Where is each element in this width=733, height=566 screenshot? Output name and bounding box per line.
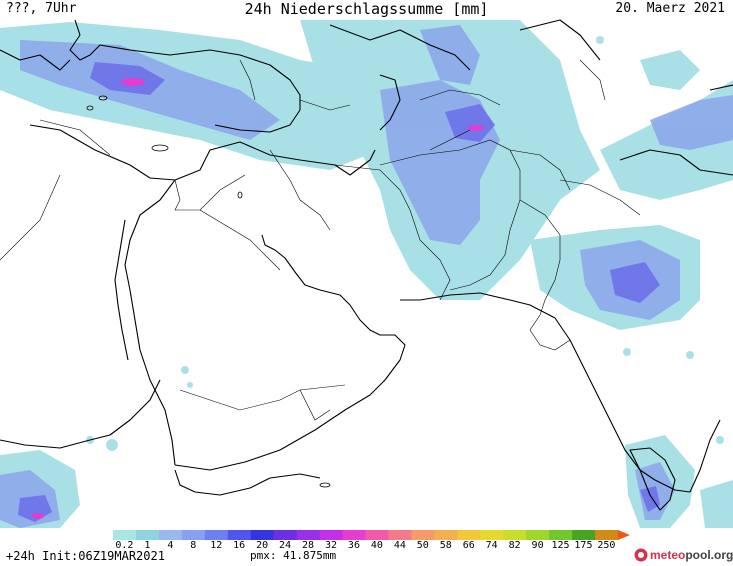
logo-text-meteo: meteo	[650, 548, 686, 562]
legend-swatch	[480, 530, 504, 540]
legend-tick-label: 8	[190, 540, 197, 551]
map-title: 24h Niederschlagssumme [mm]	[244, 0, 489, 18]
legend-tick-label: 175	[574, 540, 593, 551]
legend-tick-label: 40	[370, 540, 383, 551]
legend-tick-label: 250	[597, 540, 616, 551]
legend-tick-label: 32	[324, 540, 337, 551]
legend-tick-label: 4	[167, 540, 174, 551]
valid-date: 20. Maerz 2021	[615, 1, 725, 16]
legend-swatch	[595, 530, 619, 540]
borders	[0, 59, 641, 421]
legend-swatch	[388, 530, 412, 540]
legend-overflow-arrow	[618, 530, 630, 540]
precip-strong	[18, 62, 660, 522]
legend-swatch	[411, 530, 435, 540]
precipitation-legend-bar	[113, 530, 630, 540]
legend-tick-label: 90	[531, 540, 544, 551]
legend-swatch	[250, 530, 275, 540]
legend-tick-label: 44	[393, 540, 406, 551]
legend-swatch	[434, 530, 458, 540]
logo-text-pool: pool.org	[685, 548, 733, 562]
legend-tick-label: 58	[439, 540, 452, 551]
legend-tick-label: 28	[302, 540, 315, 551]
legend-tick-label: 0.2	[115, 540, 134, 551]
legend-tick-label: 12	[210, 540, 223, 551]
legend-swatch	[273, 530, 298, 540]
legend-tick-label: 36	[347, 540, 360, 551]
legend-swatch	[457, 530, 481, 540]
legend-swatch	[204, 530, 229, 540]
legend-swatch	[158, 530, 183, 540]
legend-swatch	[181, 530, 206, 540]
legend-swatch	[365, 530, 389, 540]
legend-swatch	[319, 530, 344, 540]
max-precip-label: pmx: 41.875mm	[250, 549, 337, 562]
init-time-label: +24h Init:06Z19MAR2021	[6, 549, 165, 563]
legend-tick-label: 20	[256, 540, 269, 551]
legend-swatch	[135, 530, 160, 540]
legend-swatch	[227, 530, 252, 540]
legend-tick-label: 125	[551, 540, 570, 551]
legend-swatch	[549, 530, 573, 540]
legend-swatch	[503, 530, 527, 540]
precipitation-map	[0, 19, 733, 528]
legend-tick-label: 82	[508, 540, 521, 551]
run-label: ???, 7Uhr	[6, 1, 77, 16]
islands	[86, 95, 331, 488]
meteopool-logo-icon	[634, 548, 648, 562]
legend-swatch	[342, 530, 366, 540]
legend-tick-label: 24	[279, 540, 292, 551]
precip-peak	[32, 78, 484, 519]
legend-tick-label: 16	[233, 540, 246, 551]
legend-swatch	[113, 530, 137, 540]
coastlines	[0, 19, 733, 511]
meteopool-logo[interactable]: meteo pool.org	[634, 546, 733, 564]
legend-swatch	[526, 530, 550, 540]
legend-swatch	[296, 530, 321, 540]
legend-tick-label: 74	[485, 540, 498, 551]
legend-tick-label: 50	[416, 540, 429, 551]
legend-swatch	[572, 530, 596, 540]
legend-tick-label: 1	[144, 540, 151, 551]
legend-tick-label: 66	[462, 540, 475, 551]
